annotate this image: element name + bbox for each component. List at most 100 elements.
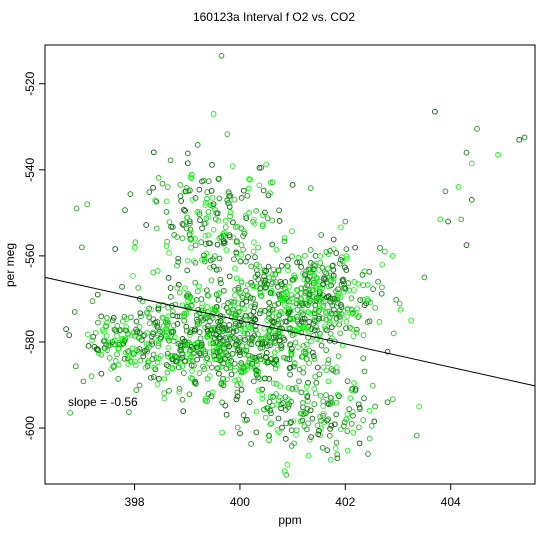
data-point: [122, 349, 129, 356]
data-point: [127, 191, 134, 197]
data-point: [199, 300, 206, 307]
data-point: [131, 244, 138, 251]
data-point: [274, 309, 280, 316]
data-point: [114, 323, 121, 329]
data-point: [250, 248, 257, 255]
data-point: [341, 284, 348, 291]
data-point: [369, 382, 376, 389]
data-point: [196, 329, 203, 335]
data-point: [275, 415, 282, 422]
data-point: [250, 283, 257, 290]
data-point: [266, 315, 272, 321]
data-point: [84, 201, 91, 208]
data-point: [379, 261, 386, 268]
data-point: [299, 400, 306, 406]
data-point: [163, 198, 170, 205]
data-point: [218, 280, 224, 286]
data-points: [63, 52, 528, 478]
data-point: [210, 263, 217, 270]
data-point: [203, 241, 209, 247]
data-point: [243, 298, 250, 305]
data-point: [163, 243, 170, 249]
data-point: [267, 407, 273, 414]
data-point: [244, 192, 251, 199]
data-point: [165, 319, 172, 326]
data-point: [164, 184, 171, 190]
data-point: [295, 344, 301, 350]
data-point: [294, 259, 300, 266]
data-point: [351, 380, 357, 386]
data-point: [132, 333, 138, 339]
data-point: [223, 305, 230, 311]
data-point: [299, 300, 306, 306]
data-point: [211, 352, 218, 359]
data-point: [172, 301, 179, 308]
data-point: [277, 394, 283, 401]
data-point: [221, 239, 228, 246]
data-point: [333, 315, 340, 322]
data-point: [320, 281, 327, 288]
data-point: [416, 403, 422, 410]
data-point: [129, 350, 136, 357]
data-point: [222, 217, 229, 224]
data-point: [223, 247, 230, 253]
data-point: [143, 222, 150, 228]
data-point: [312, 373, 319, 380]
y-tick-label: -520: [23, 71, 37, 95]
data-point: [198, 342, 205, 348]
data-point: [273, 391, 279, 397]
data-point: [334, 300, 341, 307]
data-point: [208, 277, 215, 284]
data-point: [90, 333, 97, 340]
data-point: [344, 255, 350, 262]
data-point: [230, 219, 236, 226]
data-point: [327, 425, 333, 432]
data-point: [227, 364, 234, 371]
data-point: [281, 302, 288, 308]
data-point: [207, 264, 213, 271]
data-point: [220, 232, 227, 239]
data-point: [187, 220, 193, 227]
data-point: [253, 267, 260, 274]
data-point: [234, 393, 241, 400]
data-point: [71, 309, 78, 315]
data-point: [122, 327, 129, 334]
data-point: [262, 277, 269, 284]
data-point: [270, 334, 277, 340]
data-point: [170, 308, 176, 315]
data-point: [303, 341, 310, 348]
data-point: [294, 293, 301, 299]
data-point: [197, 335, 204, 342]
data-point: [281, 337, 288, 343]
data-point: [302, 349, 309, 356]
data-point: [164, 369, 171, 376]
data-point: [146, 320, 153, 327]
data-point: [274, 427, 281, 433]
data-point: [165, 275, 172, 281]
data-point: [192, 242, 199, 249]
data-point: [274, 318, 281, 324]
data-point: [135, 285, 142, 291]
data-point: [249, 360, 255, 367]
data-point: [237, 315, 243, 322]
data-point: [216, 356, 223, 363]
data-point: [334, 455, 341, 462]
data-point: [189, 197, 196, 203]
data-point: [269, 318, 276, 325]
data-point: [166, 219, 173, 225]
data-point: [132, 358, 138, 365]
data-point: [210, 201, 217, 208]
data-point: [180, 408, 187, 415]
data-point: [312, 260, 319, 267]
data-point: [307, 269, 313, 276]
data-point: [325, 416, 332, 423]
data-point: [397, 306, 404, 313]
data-point: [353, 311, 359, 317]
data-point: [218, 52, 225, 59]
data-point: [225, 300, 231, 306]
data-point: [310, 332, 317, 339]
data-point: [174, 284, 181, 291]
data-point: [317, 259, 324, 266]
chart-title: 160123a Interval f O2 vs. CO2: [193, 10, 355, 24]
data-point: [317, 253, 324, 259]
